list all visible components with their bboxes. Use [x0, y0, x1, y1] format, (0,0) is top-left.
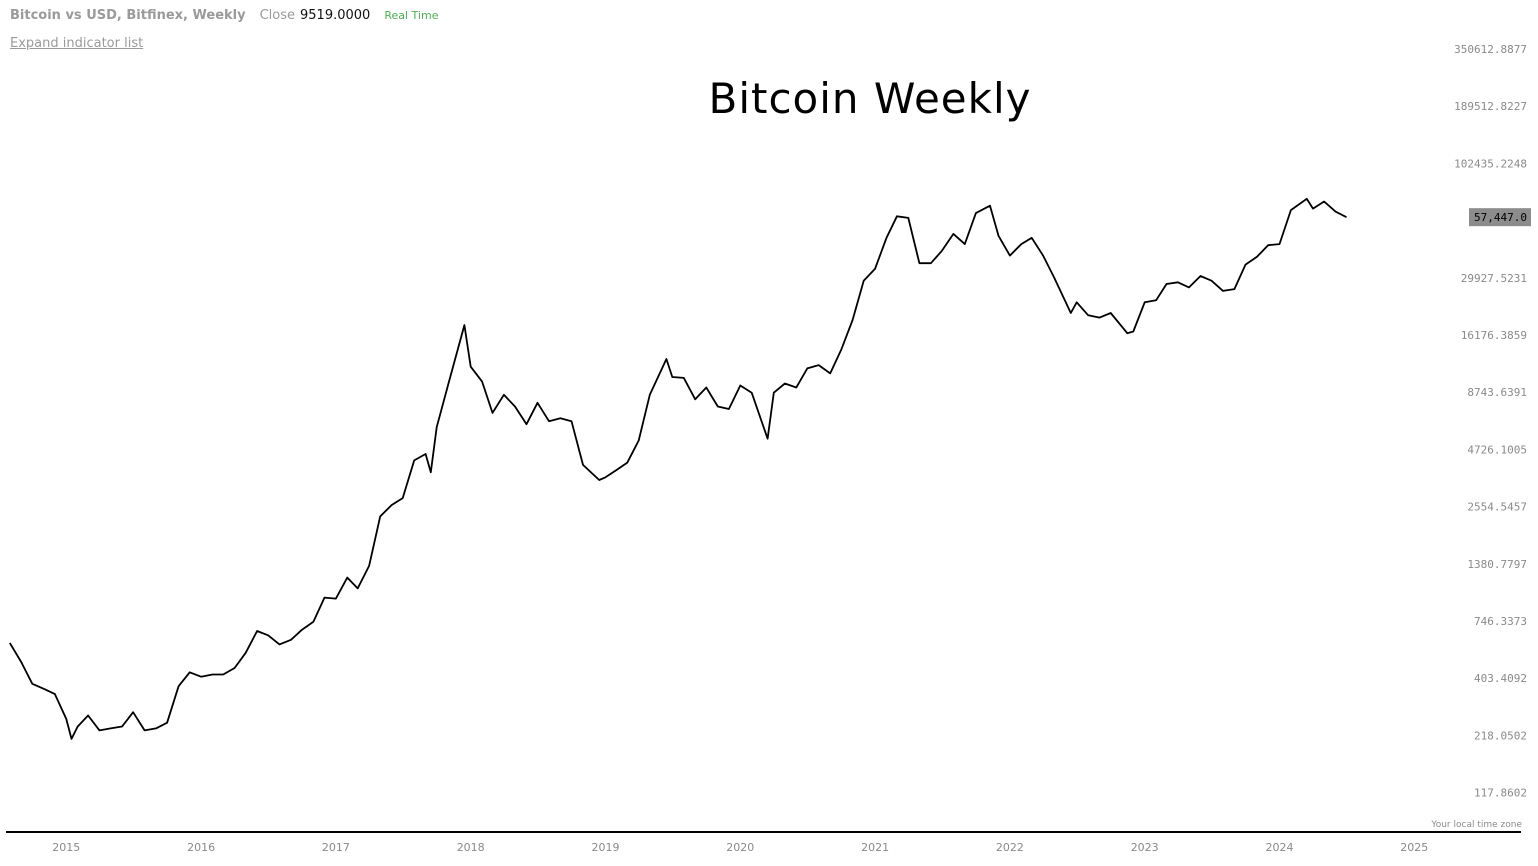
x-tick-label: 2017 — [322, 841, 350, 854]
y-tick-label: 117.8602 — [1474, 787, 1527, 800]
symbol-label[interactable]: Bitcoin vs USD, Bitfinex, Weekly — [10, 8, 246, 23]
y-tick-label: 403.4092 — [1474, 672, 1527, 685]
chart-title: Bitcoin Weekly — [708, 74, 1032, 123]
timezone-label[interactable]: Your local time zone — [1431, 820, 1522, 830]
chart-header: Bitcoin vs USD, Bitfinex, Weekly Close 9… — [10, 8, 438, 26]
last-price-label: 57,447.0 — [1474, 211, 1527, 224]
y-tick-label: 218.0502 — [1474, 729, 1527, 742]
last-price-marker: 57,447.0 — [1469, 208, 1531, 227]
series-layer — [9, 197, 1347, 740]
y-tick-label: 350612.8877 — [1454, 43, 1527, 56]
x-tick-label: 2019 — [592, 841, 620, 854]
x-tick-label: 2024 — [1266, 841, 1294, 854]
close-value: 9519.0000 — [300, 8, 371, 23]
expand-indicator-list-link[interactable]: Expand indicator list — [10, 36, 144, 51]
x-tick-label: 2025 — [1400, 841, 1428, 854]
x-tick-label: 2015 — [52, 841, 80, 854]
x-tick-label: 2022 — [996, 841, 1024, 854]
x-tick-label: 2023 — [1131, 841, 1159, 854]
y-tick-label: 16176.3859 — [1461, 329, 1527, 342]
x-tick-label: 2020 — [726, 841, 754, 854]
y-tick-label: 4726.1005 — [1467, 443, 1527, 456]
price-series-line — [9, 197, 1347, 740]
y-tick-label: 189512.8227 — [1454, 100, 1527, 113]
last-price-badge — [1469, 208, 1531, 227]
x-tick-label: 2016 — [187, 841, 215, 854]
close-label: Close — [259, 8, 296, 23]
y-tick-label: 8743.6391 — [1467, 386, 1527, 399]
y-tick-label: 746.3373 — [1474, 615, 1527, 628]
realtime-badge: Real Time — [384, 9, 439, 22]
y-tick-label: 1380.7797 — [1467, 558, 1527, 571]
x-tick-label: 2018 — [457, 841, 485, 854]
y-tick-label: 102435.2248 — [1454, 157, 1527, 170]
y-axis: 350612.8877189512.8227102435.22485536729… — [1454, 43, 1527, 800]
x-axis: 2015 2016 2017 2018 2019 2020 2021 2022 2023 2024… — [6, 831, 1521, 854]
y-tick-label: 2554.5457 — [1467, 501, 1527, 514]
y-tick-label: 29927.5231 — [1461, 272, 1527, 285]
x-tick-label: 2021 — [861, 841, 889, 854]
